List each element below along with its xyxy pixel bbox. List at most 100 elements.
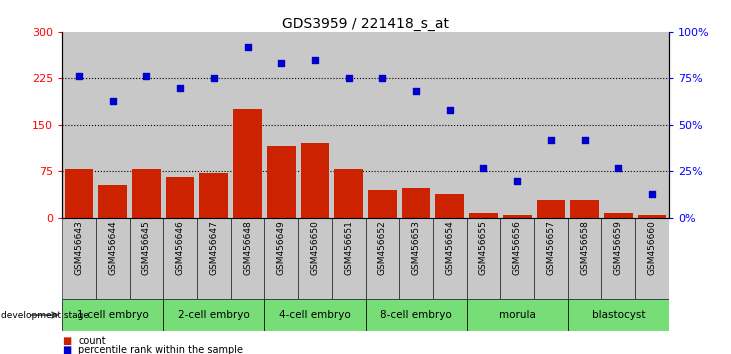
- Point: [646, 191, 658, 196]
- Bar: [500, 218, 534, 299]
- Text: GSM456644: GSM456644: [108, 220, 117, 275]
- Bar: [537, 200, 565, 218]
- Bar: [129, 32, 163, 218]
- Bar: [298, 218, 332, 299]
- Point: [410, 88, 422, 94]
- Bar: [602, 218, 635, 299]
- Bar: [568, 32, 602, 218]
- Bar: [602, 32, 635, 218]
- Point: [579, 137, 591, 143]
- Bar: [466, 32, 500, 218]
- Point: [309, 57, 321, 63]
- Bar: [635, 32, 669, 218]
- Point: [511, 178, 523, 183]
- Bar: [433, 218, 466, 299]
- Point: [208, 75, 219, 81]
- Text: 8-cell embryo: 8-cell embryo: [380, 310, 452, 320]
- Point: [140, 74, 152, 79]
- Text: GSM456649: GSM456649: [277, 220, 286, 275]
- Bar: [166, 177, 194, 218]
- Bar: [503, 215, 531, 218]
- Title: GDS3959 / 221418_s_at: GDS3959 / 221418_s_at: [282, 17, 449, 31]
- Text: GSM456659: GSM456659: [614, 220, 623, 275]
- Bar: [163, 218, 197, 299]
- Bar: [635, 218, 669, 299]
- Point: [343, 75, 355, 81]
- Bar: [366, 218, 399, 299]
- Bar: [368, 190, 397, 218]
- Text: GSM456652: GSM456652: [378, 220, 387, 275]
- Point: [444, 107, 455, 113]
- Text: ■: ■: [62, 346, 72, 354]
- Text: 2-cell embryo: 2-cell embryo: [178, 310, 250, 320]
- Point: [545, 137, 557, 143]
- Bar: [132, 170, 161, 218]
- Text: GSM456643: GSM456643: [75, 220, 83, 275]
- Bar: [433, 32, 466, 218]
- Bar: [637, 215, 667, 218]
- Point: [613, 165, 624, 170]
- Bar: [436, 194, 464, 218]
- Bar: [469, 213, 498, 218]
- Point: [242, 44, 254, 50]
- Text: percentile rank within the sample: percentile rank within the sample: [78, 346, 243, 354]
- Text: GSM456650: GSM456650: [311, 220, 319, 275]
- Text: blastocyst: blastocyst: [591, 310, 645, 320]
- Point: [477, 165, 489, 170]
- Bar: [402, 188, 431, 218]
- Bar: [231, 218, 265, 299]
- Text: GSM456653: GSM456653: [412, 220, 420, 275]
- Text: count: count: [78, 336, 106, 346]
- Bar: [334, 170, 363, 218]
- Text: GSM456648: GSM456648: [243, 220, 252, 275]
- Bar: [366, 299, 466, 331]
- Text: 4-cell embryo: 4-cell embryo: [279, 310, 351, 320]
- Bar: [332, 218, 366, 299]
- Bar: [265, 32, 298, 218]
- Bar: [500, 32, 534, 218]
- Bar: [62, 32, 96, 218]
- Text: GSM456645: GSM456645: [142, 220, 151, 275]
- Text: 1-cell embryo: 1-cell embryo: [77, 310, 148, 320]
- Bar: [570, 200, 599, 218]
- Bar: [163, 299, 265, 331]
- Text: GSM456646: GSM456646: [175, 220, 185, 275]
- Bar: [568, 218, 602, 299]
- Bar: [267, 147, 295, 218]
- Point: [174, 85, 186, 91]
- Text: GSM456651: GSM456651: [344, 220, 353, 275]
- Point: [276, 61, 287, 66]
- Point: [73, 74, 85, 79]
- Bar: [366, 32, 399, 218]
- Bar: [265, 218, 298, 299]
- Bar: [399, 32, 433, 218]
- Text: GSM456656: GSM456656: [512, 220, 522, 275]
- Bar: [399, 218, 433, 299]
- Text: GSM456654: GSM456654: [445, 220, 454, 275]
- Bar: [466, 218, 500, 299]
- Bar: [265, 299, 366, 331]
- Bar: [96, 218, 129, 299]
- Text: development stage: development stage: [1, 310, 89, 320]
- Bar: [534, 32, 568, 218]
- Bar: [62, 218, 96, 299]
- Text: GSM456655: GSM456655: [479, 220, 488, 275]
- Bar: [62, 299, 163, 331]
- Text: ■: ■: [62, 336, 72, 346]
- Bar: [233, 109, 262, 218]
- Bar: [604, 213, 632, 218]
- Bar: [64, 170, 94, 218]
- Bar: [568, 299, 669, 331]
- Bar: [129, 218, 163, 299]
- Bar: [534, 218, 568, 299]
- Bar: [99, 185, 127, 218]
- Text: morula: morula: [499, 310, 536, 320]
- Point: [376, 75, 388, 81]
- Bar: [197, 218, 231, 299]
- Text: GSM456657: GSM456657: [546, 220, 556, 275]
- Bar: [332, 32, 366, 218]
- Bar: [300, 143, 329, 218]
- Bar: [197, 32, 231, 218]
- Bar: [96, 32, 129, 218]
- Text: GSM456660: GSM456660: [648, 220, 656, 275]
